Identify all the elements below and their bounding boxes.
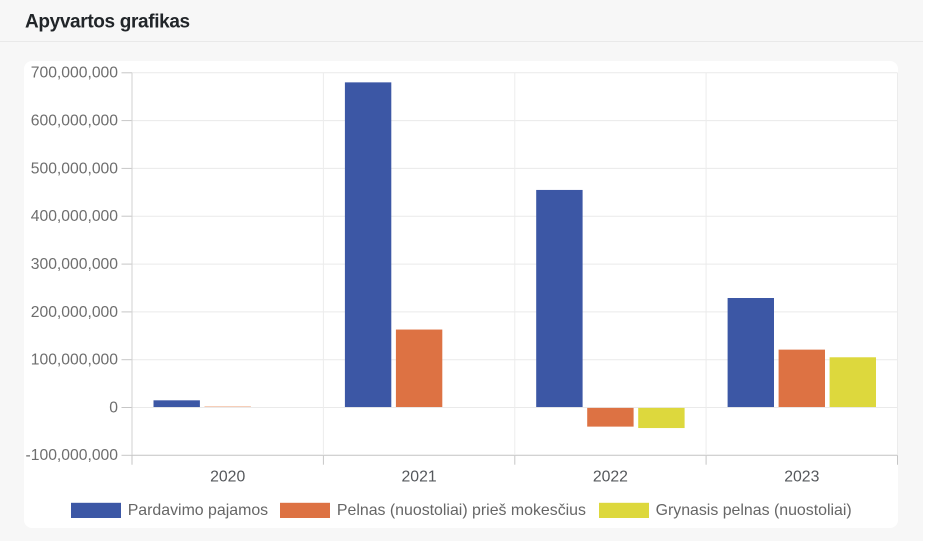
svg-text:Grynasis pelnas (nuostoliai): Grynasis pelnas (nuostoliai) <box>656 502 852 519</box>
svg-text:Pelnas (nuostoliai) prieš moke: Pelnas (nuostoliai) prieš mokesčius <box>337 502 586 519</box>
svg-text:Apyvartos grafikas: Apyvartos grafikas <box>25 11 190 32</box>
svg-text:0: 0 <box>109 399 118 416</box>
svg-text:400,000,000: 400,000,000 <box>31 208 119 225</box>
svg-text:2023: 2023 <box>784 469 819 486</box>
svg-text:700,000,000: 700,000,000 <box>31 65 119 82</box>
svg-text:Pardavimo pajamos: Pardavimo pajamos <box>128 502 268 519</box>
svg-text:2020: 2020 <box>210 469 245 486</box>
svg-text:300,000,000: 300,000,000 <box>31 256 119 273</box>
svg-text:2022: 2022 <box>593 469 628 486</box>
svg-text:200,000,000: 200,000,000 <box>31 304 119 321</box>
svg-text:100,000,000: 100,000,000 <box>31 352 119 369</box>
svg-text:600,000,000: 600,000,000 <box>31 113 119 130</box>
svg-text:2021: 2021 <box>402 469 437 486</box>
svg-text:-100,000,000: -100,000,000 <box>26 447 119 464</box>
svg-text:500,000,000: 500,000,000 <box>31 160 119 177</box>
